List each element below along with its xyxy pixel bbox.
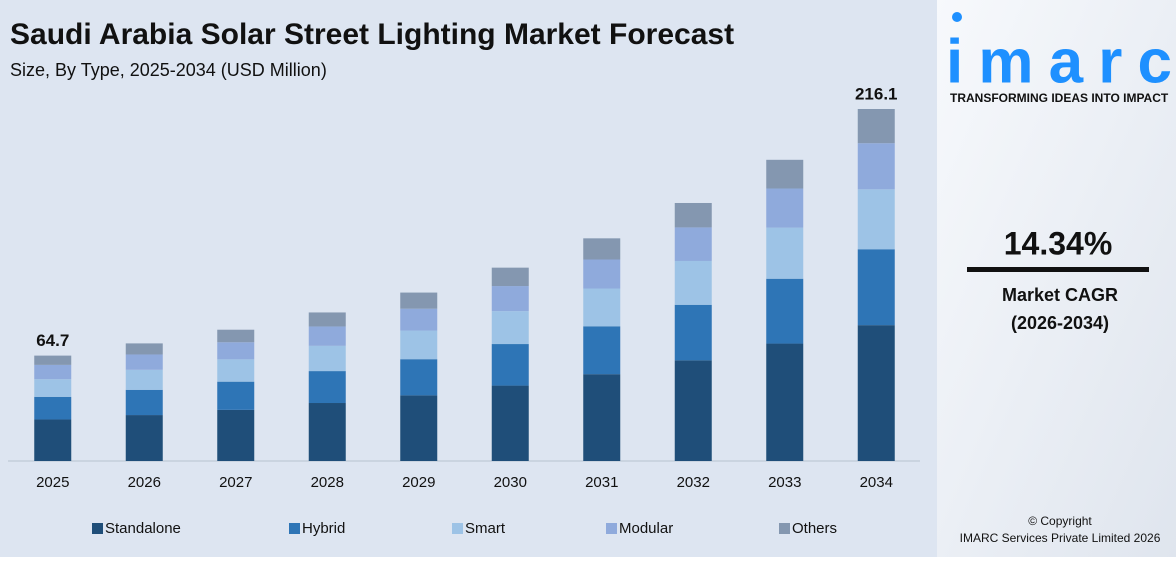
x-tick-label: 2031 <box>585 474 618 491</box>
bar-segment <box>125 389 163 416</box>
bar-segment <box>857 143 895 190</box>
x-tick-label: 2032 <box>677 474 710 491</box>
x-tick-label: 2025 <box>36 474 69 491</box>
x-tick-label: 2030 <box>494 474 527 491</box>
bar-segment <box>400 330 438 360</box>
bar-segment <box>583 238 621 260</box>
bar-segment <box>217 381 255 410</box>
bar-segment <box>583 259 621 289</box>
bar-segment <box>857 109 895 144</box>
total-label: 64.7 <box>36 331 69 350</box>
x-tick-label: 2026 <box>128 474 161 491</box>
x-tick-label: 2029 <box>402 474 435 491</box>
legend-label: Standalone <box>105 520 181 537</box>
bar-segment <box>583 288 621 327</box>
bar-segment <box>34 364 72 380</box>
legend-label: Hybrid <box>302 520 345 537</box>
legend-label: Modular <box>619 520 673 537</box>
bar-segment <box>491 267 529 287</box>
bar-segment <box>400 292 438 309</box>
bar-segment <box>125 343 163 355</box>
cagr-label: Market CAGR <box>1002 285 1118 305</box>
legend-swatch <box>606 523 617 534</box>
bar-segment <box>308 403 346 461</box>
bar-segment <box>34 419 72 461</box>
bar-segment <box>308 312 346 327</box>
bar-segment <box>217 329 255 343</box>
bar-segment <box>583 374 621 461</box>
bar-segment <box>217 342 255 360</box>
bar-segment <box>217 359 255 382</box>
logo-dot <box>952 12 962 22</box>
cagr-period: (2026-2034) <box>1011 313 1109 333</box>
bar-segment <box>400 395 438 461</box>
logo: imarc <box>946 27 1172 96</box>
bar-segment <box>217 409 255 461</box>
bar-segment <box>857 189 895 250</box>
chart-title: Saudi Arabia Solar Street Lighting Marke… <box>10 18 734 51</box>
bar-segment <box>491 385 529 461</box>
bar-segment <box>308 345 346 372</box>
copyright: © Copyright <box>1028 514 1092 528</box>
total-label: 216.1 <box>855 84 898 103</box>
bar-segment <box>766 159 804 189</box>
cagr-value: 14.34% <box>1004 225 1113 261</box>
bar-segment <box>308 326 346 346</box>
cagr-divider <box>967 267 1149 272</box>
bar-segment <box>766 278 804 344</box>
tagline: TRANSFORMING IDEAS INTO IMPACT <box>950 91 1169 105</box>
company: IMARC Services Private Limited 2026 <box>960 531 1161 545</box>
bar-segment <box>34 396 72 420</box>
bar-segment <box>34 355 72 365</box>
x-tick-label: 2027 <box>219 474 252 491</box>
bar-segment <box>674 304 712 361</box>
x-tick-label: 2034 <box>860 474 893 491</box>
bar-segment <box>766 343 804 461</box>
legend-label: Smart <box>465 520 506 537</box>
bar-segment <box>766 227 804 279</box>
bar-segment <box>583 326 621 375</box>
bar-segment <box>308 371 346 404</box>
chart-subtitle: Size, By Type, 2025-2034 (USD Million) <box>10 60 327 80</box>
x-tick-label: 2028 <box>311 474 344 491</box>
bar-segment <box>125 354 163 370</box>
bar-segment <box>491 344 529 386</box>
bar-segment <box>400 308 438 331</box>
bar-segment <box>34 379 72 397</box>
legend-swatch <box>779 523 790 534</box>
legend-swatch <box>92 523 103 534</box>
bar-segment <box>125 415 163 461</box>
bar-segment <box>857 325 895 461</box>
bar-segment <box>125 369 163 390</box>
bar-segment <box>674 260 712 305</box>
bar-segment <box>674 360 712 461</box>
bar-segment <box>491 311 529 345</box>
legend-label: Others <box>792 520 837 537</box>
x-tick-label: 2033 <box>768 474 801 491</box>
bar-segment <box>674 227 712 261</box>
legend-swatch <box>289 523 300 534</box>
bar-segment <box>400 359 438 396</box>
bar-segment <box>491 286 529 312</box>
bar-segment <box>674 202 712 228</box>
legend-swatch <box>452 523 463 534</box>
bar-segment <box>857 249 895 326</box>
sidebar-background <box>937 0 1176 557</box>
bar-segment <box>766 188 804 228</box>
